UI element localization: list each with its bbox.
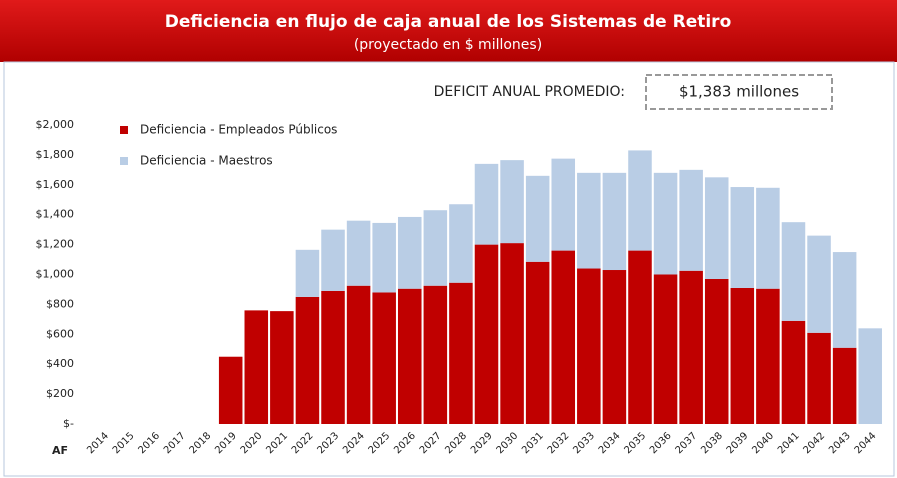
bar-segment bbox=[423, 210, 448, 286]
bar-segment bbox=[832, 252, 857, 348]
x-axis-label: AF bbox=[52, 444, 68, 457]
bar-segment bbox=[551, 250, 576, 424]
bar-segment bbox=[781, 320, 806, 424]
y-tick-label: $1,200 bbox=[36, 238, 75, 251]
annotation-box bbox=[645, 74, 833, 110]
bar-segment bbox=[397, 288, 422, 424]
bar-segment bbox=[577, 172, 601, 269]
bar-segment bbox=[858, 328, 882, 424]
bar-segment bbox=[704, 278, 729, 424]
bar-segment bbox=[449, 282, 473, 424]
bar-segment bbox=[628, 250, 652, 424]
bar-segment bbox=[372, 292, 396, 424]
bar-segment bbox=[730, 187, 755, 288]
bar-segment bbox=[756, 288, 780, 424]
y-tick-label: $- bbox=[63, 417, 74, 430]
bar-segment bbox=[423, 285, 448, 424]
bar-segment bbox=[679, 270, 703, 424]
bar-segment bbox=[346, 220, 371, 286]
legend-swatch bbox=[120, 126, 128, 134]
bar-segment bbox=[628, 150, 652, 251]
bar-segment bbox=[397, 216, 422, 289]
bar-segment bbox=[807, 332, 831, 424]
chart-title: Deficiencia en flujo de caja anual de lo… bbox=[165, 12, 732, 32]
bar-segment bbox=[321, 229, 345, 291]
annotation-label: DEFICIT ANUAL PROMEDIO: bbox=[434, 84, 625, 100]
bar-segment bbox=[602, 172, 627, 271]
bar-segment bbox=[551, 158, 576, 251]
bar-segment bbox=[295, 296, 320, 424]
bar-segment bbox=[270, 311, 294, 424]
bar-segment bbox=[372, 222, 396, 293]
bar-segment bbox=[653, 172, 678, 275]
bar-segment bbox=[500, 160, 524, 244]
bar-segment bbox=[474, 163, 499, 245]
bar-segment bbox=[500, 243, 524, 424]
bar-segment bbox=[730, 287, 755, 424]
bar-segment bbox=[295, 249, 320, 297]
y-tick-label: $2,000 bbox=[36, 118, 75, 131]
y-tick-label: $1,800 bbox=[36, 148, 75, 161]
bar-segment bbox=[244, 310, 269, 424]
header-band bbox=[0, 0, 897, 62]
y-tick-label: $1,000 bbox=[36, 268, 75, 281]
y-tick-label: $200 bbox=[46, 387, 74, 400]
bar-segment bbox=[525, 175, 550, 262]
bar-segment bbox=[653, 274, 678, 424]
bar-segment bbox=[756, 187, 780, 289]
legend-label: Deficiencia - Empleados Públicos bbox=[140, 123, 337, 137]
y-tick-label: $1,600 bbox=[36, 178, 75, 191]
bar-segment bbox=[807, 235, 831, 333]
bar-segment bbox=[346, 285, 371, 424]
y-tick-label: $600 bbox=[46, 327, 74, 340]
bar-segment bbox=[525, 261, 550, 424]
bar-segment bbox=[577, 268, 601, 424]
bar-segment bbox=[218, 356, 243, 424]
legend-label: Deficiencia - Maestros bbox=[140, 154, 273, 168]
annotation-value: $1,383 millones bbox=[679, 83, 799, 101]
bar-segment bbox=[321, 290, 345, 424]
legend-swatch bbox=[120, 157, 128, 165]
bar-segment bbox=[449, 204, 473, 283]
y-tick-label: $1,400 bbox=[36, 208, 75, 221]
bar-segment bbox=[832, 347, 857, 424]
bar-segment bbox=[474, 244, 499, 424]
bar-segment bbox=[679, 169, 703, 271]
chart-subtitle: (proyectado en $ millones) bbox=[354, 37, 542, 53]
y-tick-label: $400 bbox=[46, 357, 74, 370]
bar-segment bbox=[781, 222, 806, 321]
bar-segment bbox=[704, 177, 729, 279]
y-tick-label: $800 bbox=[46, 297, 74, 310]
bar-segment bbox=[602, 270, 627, 424]
